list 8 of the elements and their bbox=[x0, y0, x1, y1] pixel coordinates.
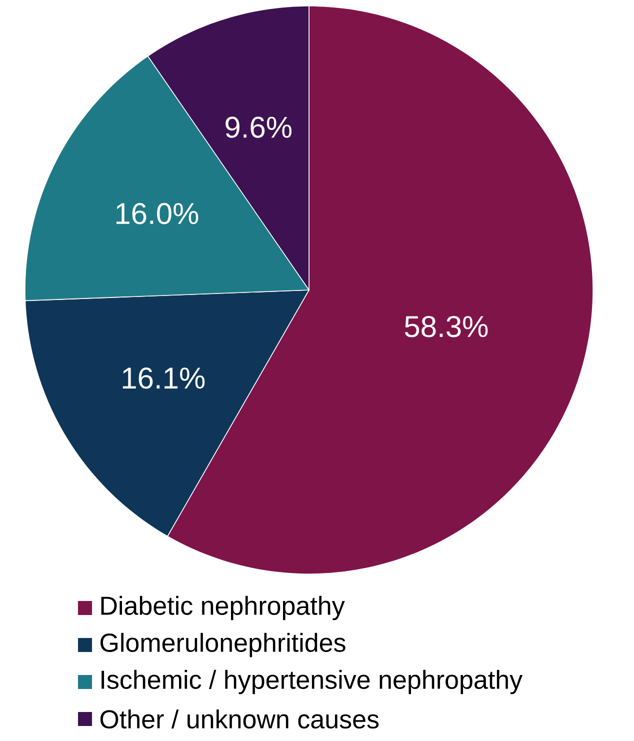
legend-label: Glomerulonephritides bbox=[100, 632, 346, 658]
data-label: 58.3% bbox=[404, 316, 488, 338]
legend-label: Diabetic nephropathy bbox=[101, 596, 345, 620]
data-label: 16.0% bbox=[116, 202, 198, 224]
legend-label: Other / unknown causes bbox=[100, 709, 379, 729]
data-label: 9.6% bbox=[226, 116, 292, 138]
legend-label: Ischemic / hypertensive nephropathy bbox=[102, 670, 523, 694]
data-label: 16.1% bbox=[122, 367, 205, 389]
